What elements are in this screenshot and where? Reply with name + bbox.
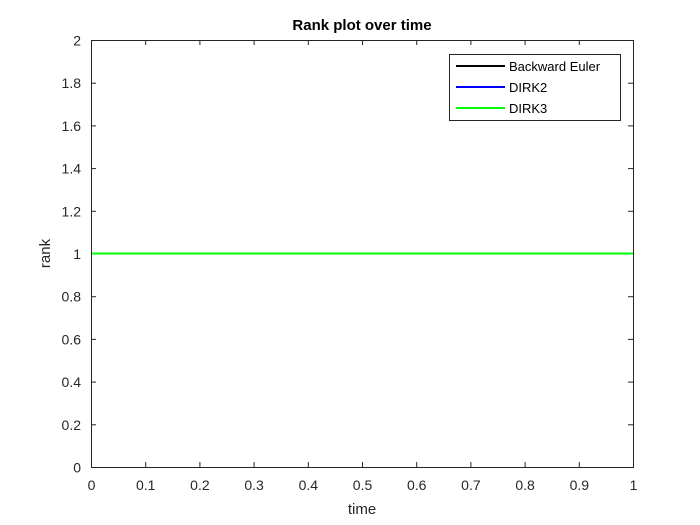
x-tick-label: 0.1 (136, 477, 156, 493)
y-tick-label: 0.2 (62, 417, 82, 433)
x-tick-label: 0.4 (299, 477, 319, 493)
y-axis-label: rank (37, 238, 54, 268)
legend-label-dirk2: DIRK2 (509, 80, 547, 95)
legend: Backward Euler DIRK2 DIRK3 (449, 54, 621, 121)
chart-title: Rank plot over time (292, 17, 431, 34)
x-tick-label: 0.9 (570, 477, 590, 493)
legend-label-dirk3: DIRK3 (509, 101, 547, 116)
y-tick-label: 2 (73, 33, 81, 49)
y-tick-label: 0 (73, 460, 81, 476)
x-tick-label: 0.3 (244, 477, 264, 493)
y-tick-label: 0.4 (62, 374, 82, 390)
y-tick-label: 1.6 (62, 118, 82, 134)
x-tick-label: 0.5 (353, 477, 373, 493)
y-tick-label: 0.6 (62, 331, 82, 347)
x-tick-label: 0.2 (190, 477, 210, 493)
axes-box (91, 40, 634, 468)
x-tick-label: 0.7 (461, 477, 481, 493)
ticks-layer: 0 0.1 0.2 0.3 0.4 0.5 0.6 0.7 0.8 0.9 1 0 0.2 0.4 0.6 0… (62, 33, 638, 494)
y-tick-label: 1.8 (62, 75, 82, 91)
x-tick-label: 0.8 (515, 477, 535, 493)
y-tick-label: 0.8 (62, 289, 82, 305)
x-axis-label: time (348, 501, 376, 518)
y-tick-label: 1.4 (62, 161, 82, 177)
x-tick-label: 0 (88, 477, 96, 493)
x-tick-label: 1 (630, 477, 638, 493)
y-tick-label: 1.2 (62, 203, 82, 219)
y-tick-label: 1 (73, 246, 81, 262)
x-tick-label: 0.6 (407, 477, 427, 493)
legend-label-backward-euler: Backward Euler (509, 59, 601, 74)
